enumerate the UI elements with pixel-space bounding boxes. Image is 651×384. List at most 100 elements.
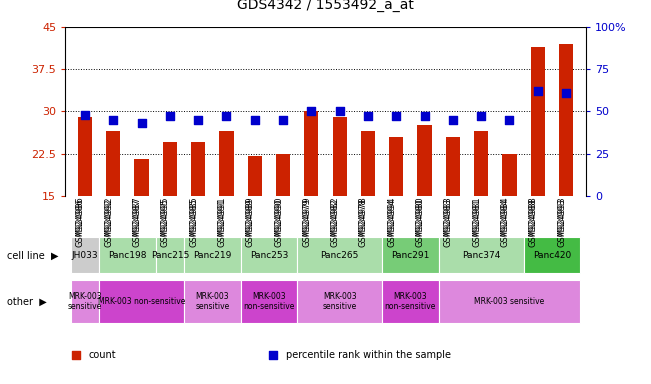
- Point: [249, 117, 260, 123]
- Bar: [135, 159, 148, 196]
- Text: MRK-003 sensitive: MRK-003 sensitive: [475, 297, 545, 306]
- Text: GSM924992: GSM924992: [104, 197, 113, 247]
- Point: [165, 113, 175, 119]
- Bar: [439, 237, 523, 273]
- Bar: [241, 237, 298, 273]
- Text: Panc420: Panc420: [533, 251, 571, 260]
- Bar: [241, 280, 298, 323]
- Text: GSM924979: GSM924979: [302, 198, 311, 249]
- Text: GSM924987: GSM924987: [133, 198, 141, 249]
- Bar: [184, 237, 241, 273]
- Bar: [219, 131, 234, 196]
- Point: [476, 113, 486, 119]
- Bar: [446, 137, 460, 196]
- Text: Panc198: Panc198: [108, 251, 146, 260]
- Text: GDS4342 / 1553492_a_at: GDS4342 / 1553492_a_at: [237, 0, 414, 12]
- Text: GSM924978: GSM924978: [359, 197, 368, 247]
- Text: MRK-003
non-sensitive: MRK-003 non-sensitive: [243, 292, 295, 311]
- Bar: [78, 117, 92, 196]
- Text: GSM924985: GSM924985: [189, 197, 198, 247]
- Text: GSM924994: GSM924994: [387, 198, 396, 249]
- Text: GSM924993: GSM924993: [557, 198, 566, 249]
- Text: GSM924986: GSM924986: [76, 198, 85, 249]
- Bar: [71, 237, 99, 273]
- Point: [363, 113, 373, 119]
- Text: count: count: [89, 350, 116, 360]
- Point: [221, 113, 232, 119]
- Bar: [247, 156, 262, 196]
- Bar: [474, 131, 488, 196]
- Bar: [361, 131, 375, 196]
- Text: MRK-003
non-sensitive: MRK-003 non-sensitive: [385, 292, 436, 311]
- Text: Panc265: Panc265: [320, 251, 359, 260]
- Text: Panc374: Panc374: [462, 251, 501, 260]
- Point: [335, 108, 345, 114]
- Text: GSM924994: GSM924994: [387, 197, 396, 247]
- Bar: [333, 117, 347, 196]
- Bar: [389, 137, 404, 196]
- Text: GSM924984: GSM924984: [501, 197, 510, 247]
- Text: GSM924982: GSM924982: [331, 197, 340, 247]
- Text: other  ▶: other ▶: [7, 296, 46, 306]
- Point: [193, 117, 203, 123]
- Text: GSM924982: GSM924982: [331, 198, 340, 249]
- Text: GSM924980: GSM924980: [415, 197, 424, 247]
- Text: GSM924991: GSM924991: [217, 197, 227, 247]
- Text: MRK-003
sensitive: MRK-003 sensitive: [68, 292, 102, 311]
- Text: Panc215: Panc215: [150, 251, 189, 260]
- Point: [278, 117, 288, 123]
- Bar: [417, 126, 432, 196]
- Text: GSM924984: GSM924984: [501, 198, 510, 249]
- Text: GSM924980: GSM924980: [415, 198, 424, 249]
- Text: GSM924988: GSM924988: [529, 197, 538, 247]
- Text: GSM924978: GSM924978: [359, 198, 368, 249]
- Point: [79, 112, 90, 118]
- Text: Panc291: Panc291: [391, 251, 430, 260]
- Text: cell line  ▶: cell line ▶: [7, 250, 58, 260]
- Bar: [298, 237, 382, 273]
- Point: [533, 88, 543, 94]
- Text: MRK-003
sensitive: MRK-003 sensitive: [195, 292, 229, 311]
- Text: MRK-003 non-sensitive: MRK-003 non-sensitive: [98, 297, 185, 306]
- Bar: [106, 131, 120, 196]
- Bar: [523, 237, 580, 273]
- Text: GSM924981: GSM924981: [472, 198, 481, 249]
- Text: GSM924988: GSM924988: [529, 198, 538, 249]
- Text: GSM924985: GSM924985: [189, 198, 198, 249]
- Text: GSM924983: GSM924983: [444, 197, 453, 247]
- Bar: [503, 154, 516, 196]
- Bar: [191, 142, 205, 196]
- Text: MRK-003
sensitive: MRK-003 sensitive: [322, 292, 357, 311]
- Bar: [99, 280, 184, 323]
- Point: [415, 124, 425, 130]
- Bar: [71, 280, 99, 323]
- Text: percentile rank within the sample: percentile rank within the sample: [286, 350, 451, 360]
- Text: GSM924979: GSM924979: [302, 197, 311, 247]
- Bar: [298, 280, 382, 323]
- Point: [448, 117, 458, 123]
- Text: Panc219: Panc219: [193, 251, 232, 260]
- Bar: [559, 44, 573, 196]
- Text: GSM924987: GSM924987: [133, 197, 141, 247]
- Point: [306, 108, 316, 114]
- Bar: [439, 280, 580, 323]
- Text: GSM924989: GSM924989: [245, 197, 255, 247]
- Point: [561, 90, 572, 96]
- Point: [108, 117, 118, 123]
- Text: JH033: JH033: [72, 251, 98, 260]
- Bar: [382, 280, 439, 323]
- Bar: [531, 46, 545, 196]
- Point: [419, 113, 430, 119]
- Bar: [99, 237, 156, 273]
- Text: GSM924991: GSM924991: [217, 198, 227, 249]
- Text: GSM924993: GSM924993: [557, 197, 566, 247]
- Bar: [163, 142, 177, 196]
- Bar: [184, 280, 241, 323]
- Text: GSM924989: GSM924989: [245, 198, 255, 249]
- Text: GSM924995: GSM924995: [161, 197, 170, 247]
- Text: GSM924981: GSM924981: [472, 197, 481, 247]
- Text: GSM924995: GSM924995: [161, 198, 170, 249]
- Bar: [276, 154, 290, 196]
- Text: GSM924992: GSM924992: [104, 198, 113, 249]
- Point: [505, 117, 515, 123]
